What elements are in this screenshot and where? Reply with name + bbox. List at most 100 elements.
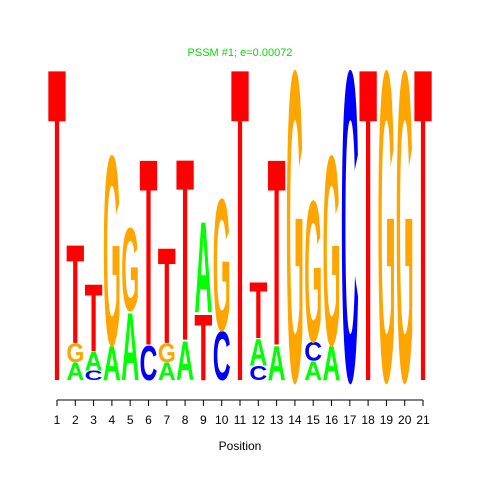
x-tick-label: 14 [288, 413, 302, 427]
logo-letter-group: G [66, 338, 84, 368]
x-tick-label: 3 [90, 413, 97, 427]
logo-letter: G [377, 0, 395, 475]
logo-letter-group: G [103, 100, 121, 403]
logo-letter: G [213, 159, 231, 370]
logo-letter-group: T [140, 103, 158, 401]
logo-letter-group: T [85, 264, 103, 372]
x-tick-label: 13 [270, 413, 284, 427]
logo-letter: C [341, 0, 359, 475]
logo-letter-group: A [103, 336, 121, 391]
logo-letter: A [85, 346, 103, 376]
logo-letter: A [66, 358, 84, 385]
logo-letter: C [304, 336, 322, 366]
logo-letter-group: A [158, 358, 176, 385]
x-tick-label: 18 [361, 413, 375, 427]
x-tick-label: 15 [307, 413, 321, 427]
x-tick-label: 7 [163, 413, 170, 427]
logo-letter: T [249, 266, 267, 356]
logo-letter-group: T [176, 105, 194, 395]
logo-letter-group: C [341, 0, 359, 475]
logo-letter: T [158, 221, 176, 373]
logo-letter-group: T [48, 0, 66, 475]
logo-letter: C [213, 318, 231, 396]
logo-letter-group: G [213, 159, 231, 370]
x-tick-label: 1 [54, 413, 61, 427]
logo-letter: T [48, 0, 66, 475]
x-tick-label: 5 [127, 413, 134, 427]
logo-letter: G [396, 0, 414, 475]
logo-letter: G [158, 338, 176, 368]
logo-letter: C [140, 336, 158, 391]
logo-letter-group: A [176, 330, 194, 392]
logo-letter: A [194, 194, 212, 340]
logo-letter-group: G [304, 159, 322, 385]
logo-letter-group: T [158, 221, 176, 373]
x-tick-label: 19 [380, 413, 394, 427]
logo-letter-group: G [158, 338, 176, 368]
logo-letter: G [103, 100, 121, 403]
x-tick-label: 8 [182, 413, 189, 427]
logo-letter-group: A [85, 346, 103, 376]
logo-letter: G [304, 159, 322, 385]
logo-letter-group: T [414, 0, 432, 475]
logo-letter: T [268, 103, 286, 401]
logo-letter-group: A [121, 293, 139, 401]
logo-letter: A [158, 358, 176, 385]
logo-letter: T [414, 0, 432, 475]
logo-letter-group: C [140, 336, 158, 391]
x-tick-label: 11 [234, 413, 247, 427]
logo-letter-group: T [231, 0, 249, 475]
logo-letter: T [85, 264, 103, 372]
x-tick-label: 10 [215, 413, 229, 427]
x-tick-label: 16 [325, 413, 339, 427]
logo-letter: A [249, 331, 267, 374]
logo-letter: G [121, 204, 139, 336]
logo-letter: T [140, 103, 158, 401]
x-tick-label: 12 [252, 413, 266, 427]
logo-letter: A [304, 356, 322, 386]
logo-letter: C [85, 368, 103, 383]
logo-letter-group: A [66, 358, 84, 385]
logo-letter: A [323, 336, 341, 391]
x-tick-label: 21 [416, 413, 430, 427]
x-tick-label: 9 [200, 413, 207, 427]
logo-letter: T [176, 105, 194, 395]
logo-letter: A [176, 330, 194, 392]
x-tick-label: 17 [343, 413, 357, 427]
logo-letter-group: T [359, 0, 377, 475]
logo-letter-group: G [121, 204, 139, 336]
logo-letter-group: C [85, 368, 103, 383]
logo-letter-group: A [323, 336, 341, 391]
logo-letter-group: T [66, 215, 84, 373]
chart-title: PSSM #1; e=0.00072 [188, 47, 293, 59]
logo-letter-group: G [377, 0, 395, 475]
logo-letter: C [249, 362, 267, 384]
logo-letter-group: T [249, 266, 267, 356]
logo-letter-group: A [268, 336, 286, 391]
logo-letter-group: T [268, 103, 286, 401]
logo-letter-group: A [249, 331, 267, 374]
x-axis-label: Position [219, 439, 262, 453]
logo-letter-group: C [304, 336, 322, 366]
x-tick-label: 20 [398, 413, 412, 427]
x-tick-label: 2 [72, 413, 79, 427]
logo-letter-group: C [249, 362, 267, 384]
logo-letter: G [66, 338, 84, 368]
logo-letter: T [231, 0, 249, 475]
logo-letter-group: G [396, 0, 414, 475]
x-tick-label: 6 [145, 413, 152, 427]
logo-letter-group: T [194, 295, 212, 401]
logo-letter-group: C [213, 318, 231, 396]
logo-letter: A [121, 293, 139, 401]
logo-letter-group: A [194, 194, 212, 340]
logo-letter-group: G [286, 0, 304, 475]
logo-letter: T [66, 215, 84, 373]
logo-letter: T [359, 0, 377, 475]
logo-letter-group: A [304, 356, 322, 386]
x-tick-label: 4 [109, 413, 116, 427]
logo-letter: G [286, 0, 304, 475]
logo-letter: G [323, 100, 341, 403]
logo-letter: A [103, 336, 121, 391]
logo-letter: A [268, 336, 286, 391]
